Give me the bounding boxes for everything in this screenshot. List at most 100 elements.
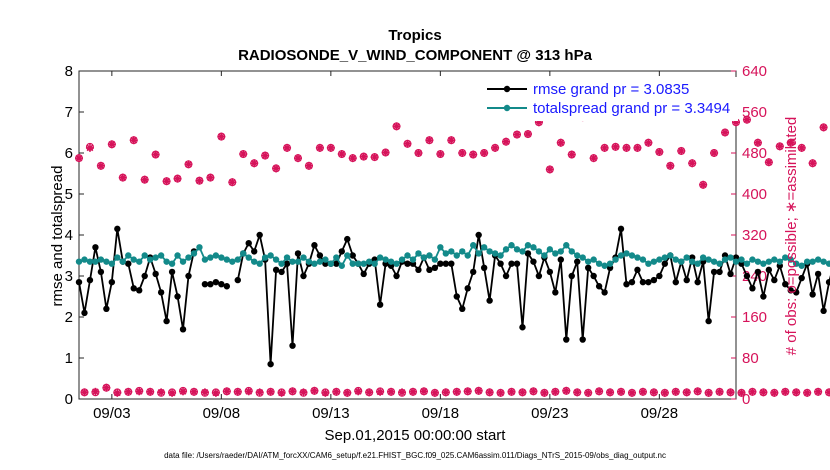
obs-assimilated-point	[611, 142, 620, 151]
obs-assimilated-point	[326, 143, 335, 152]
totalspread-point	[628, 252, 636, 259]
rmse-point	[114, 225, 121, 233]
obs-assimilated-point	[595, 387, 604, 396]
obs-assimilated-point-stroke	[294, 154, 302, 162]
rmse-point	[568, 272, 575, 280]
legend-box	[484, 77, 738, 121]
obs-assimilated-point-stroke	[519, 388, 526, 396]
footer-note: data file: /Users/raeder/DAI/ATM_forcXX/…	[164, 451, 666, 460]
obs-assimilated-point-stroke	[305, 162, 313, 170]
obs-assimilated-point	[458, 149, 467, 157]
obs-assimilated-point-stroke	[404, 140, 411, 148]
obs-assimilated-point-stroke	[486, 388, 494, 396]
obs-assimilated-point	[304, 161, 313, 170]
x-tick-label: 09/28	[641, 405, 679, 422]
totalspread-point	[234, 256, 241, 263]
obs-assimilated-point	[496, 388, 505, 397]
totalspread-point	[617, 252, 625, 259]
rmse-point	[623, 281, 630, 288]
obs-assimilated-point-stroke	[420, 387, 428, 395]
rmse-point	[459, 305, 466, 312]
chart-subtitle: RADIOSONDE_V_WIND_COMPONENT @ 313 hPa	[238, 47, 593, 64]
totalspread-point	[157, 252, 165, 259]
totalspread-point	[557, 248, 564, 255]
obs-assimilated-point-stroke	[415, 149, 422, 157]
obs-assimilated-point-stroke	[360, 153, 368, 160]
obs-assimilated-point-stroke	[217, 133, 225, 140]
totalspread-point	[601, 262, 608, 269]
obs-assimilated-point	[408, 387, 417, 396]
y2-tick-label: 80	[742, 350, 759, 367]
totalspread-point	[760, 260, 767, 267]
series-layer	[75, 113, 830, 397]
obs-assimilated-point-stroke	[820, 123, 827, 131]
rmse-point	[185, 272, 192, 280]
totalspread-point	[103, 258, 110, 265]
obs-assimilated-point	[387, 387, 396, 396]
obs-assimilated-point-stroke	[557, 139, 565, 147]
totalspread-point	[196, 244, 203, 251]
rmse-point	[716, 268, 723, 276]
rmse-point	[639, 278, 647, 286]
obs-assimilated-point	[255, 388, 264, 397]
rmse-point	[168, 268, 176, 276]
totalspread-point	[470, 242, 477, 249]
totalspread-point	[453, 252, 460, 259]
rmse-point	[453, 293, 460, 300]
obs-assimilated-point-stroke	[382, 149, 389, 156]
obs-assimilated-point	[781, 387, 790, 396]
rmse-point	[81, 309, 88, 317]
obs-assimilated-point-stroke	[447, 136, 455, 144]
obs-assimilated-point	[85, 143, 94, 152]
rmse-point	[814, 270, 822, 278]
legend-label-totalspread: totalspread grand pr = 3.3494	[533, 100, 730, 117]
obs-assimilated-point	[140, 175, 149, 184]
totalspread-point	[776, 258, 783, 265]
rmse-point	[552, 289, 559, 296]
totalspread-point	[322, 256, 329, 263]
totalspread-point	[530, 244, 537, 251]
obs-assimilated-point	[250, 159, 259, 168]
obs-assimilated-point	[726, 388, 735, 397]
obs-assimilated-point	[403, 139, 412, 148]
rmse-point	[502, 272, 510, 280]
rmse-point	[338, 248, 345, 255]
obs-assimilated-point-stroke	[436, 150, 444, 158]
obs-assimilated-point-stroke	[163, 177, 170, 185]
obs-assimilated-point-stroke	[645, 139, 652, 147]
totalspread-point	[415, 250, 422, 257]
obs-assimilated-point-stroke	[135, 387, 143, 395]
rmse-point	[174, 293, 181, 300]
rmse-point	[136, 287, 143, 294]
totalspread-point	[229, 258, 236, 265]
totalspread-point	[579, 254, 586, 261]
rmse-point	[656, 272, 663, 280]
totalspread-point	[316, 258, 324, 265]
obs-assimilated-point-stroke	[289, 387, 296, 395]
totalspread-point	[355, 260, 362, 267]
obs-assimilated-point-stroke	[628, 389, 636, 397]
totalspread-point	[683, 254, 690, 261]
rmse-point	[809, 291, 816, 298]
totalspread-point	[749, 256, 756, 263]
rmse-point	[426, 266, 433, 274]
obs-assimilated-point-stroke	[688, 159, 696, 167]
rmse-point	[157, 289, 165, 296]
rmse-point	[749, 285, 756, 292]
rmse-point	[404, 260, 411, 267]
rmse-point	[793, 289, 800, 296]
totalspread-point	[393, 260, 400, 267]
totalspread-point	[705, 256, 712, 263]
obs-assimilated-point-stroke	[113, 389, 121, 397]
rmse-point	[289, 342, 296, 349]
obs-assimilated-point	[359, 152, 368, 161]
obs-assimilated-point-stroke	[661, 389, 669, 397]
obs-assimilated-point	[797, 143, 806, 152]
totalspread-point	[782, 254, 789, 261]
totalspread-point	[568, 248, 575, 255]
obs-assimilated-point	[157, 388, 166, 397]
totalspread-point	[738, 256, 745, 263]
obs-assimilated-point-stroke	[781, 388, 789, 396]
totalspread-point	[535, 248, 543, 255]
